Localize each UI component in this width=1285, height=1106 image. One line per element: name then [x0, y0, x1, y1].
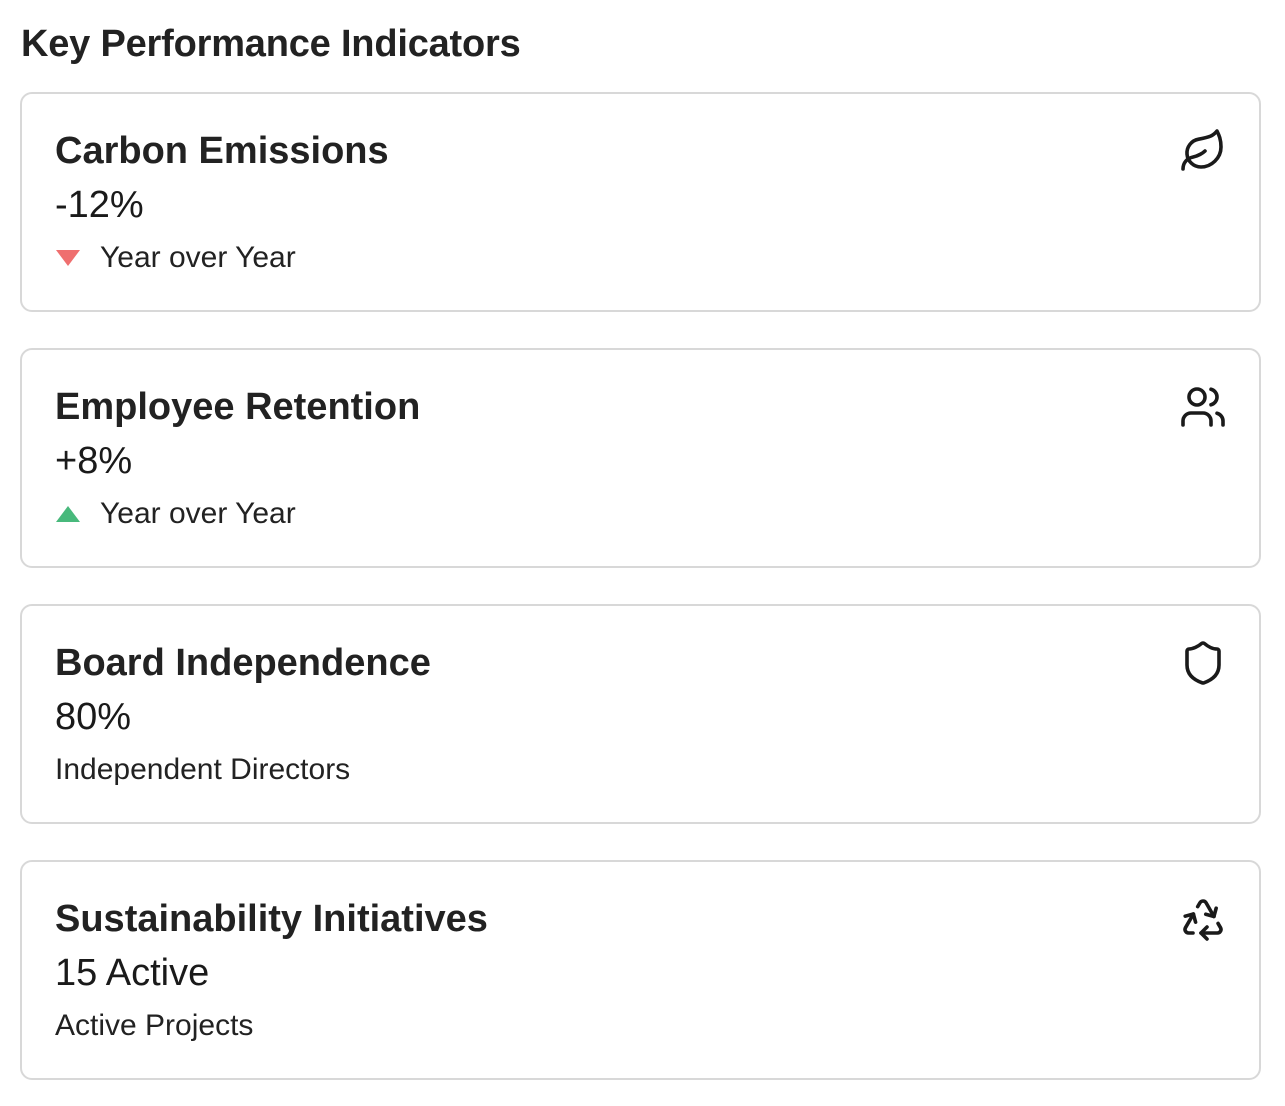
kpi-card-carbon-emissions: Carbon Emissions -12% Year over Year [20, 92, 1261, 312]
leaf-icon [1179, 127, 1227, 175]
kpi-trend: Year over Year [55, 238, 296, 278]
kpi-subtitle: Independent Directors [55, 753, 351, 786]
kpi-title: Employee Retention [55, 386, 421, 428]
shield-icon [1179, 639, 1227, 687]
kpi-subtitle-row: Active Projects [55, 1006, 253, 1046]
recycle-icon [1179, 895, 1227, 943]
kpi-subtitle: Year over Year [100, 241, 296, 274]
trend-down-icon [56, 250, 80, 266]
kpi-title: Sustainability Initiatives [55, 898, 488, 940]
kpi-title: Carbon Emissions [55, 130, 389, 172]
kpi-subtitle: Active Projects [55, 1009, 254, 1042]
kpi-value: -12% [55, 184, 144, 226]
page-title: Key Performance Indicators [21, 23, 521, 65]
trend-up-icon [56, 506, 80, 522]
kpi-card-employee-retention: Employee Retention +8% Year over Year [20, 348, 1261, 568]
kpi-card-board-independence: Board Independence 80% Independent Direc… [20, 604, 1261, 824]
kpi-card-sustainability-initiatives: Sustainability Initiatives 15 Active Act… [20, 860, 1261, 1080]
kpi-value: 80% [55, 696, 132, 738]
kpi-title: Board Independence [55, 642, 431, 684]
users-icon [1179, 383, 1227, 431]
kpi-trend: Year over Year [55, 494, 296, 534]
kpi-value: +8% [55, 440, 133, 482]
kpi-subtitle: Year over Year [100, 497, 296, 530]
kpi-subtitle-row: Independent Directors [55, 750, 350, 790]
kpi-value: 15 Active [55, 952, 210, 994]
